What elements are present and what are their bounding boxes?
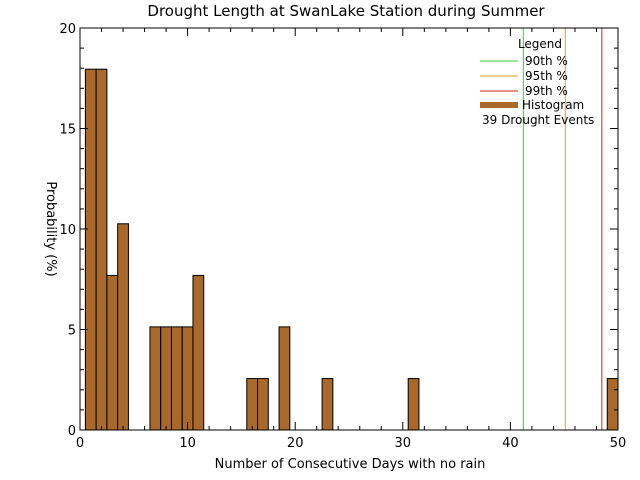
legend-title: Legend bbox=[518, 37, 562, 51]
histogram-bar-6 bbox=[170, 326, 183, 431]
x-tick-label: 20 bbox=[287, 436, 304, 451]
chart-title: Drought Length at SwanLake Station durin… bbox=[147, 2, 545, 20]
histogram-bar-5 bbox=[160, 326, 172, 431]
x-tick-label: 0 bbox=[76, 436, 84, 451]
legend-label-0: 90th % bbox=[525, 54, 568, 68]
legend-label-1: 95th % bbox=[525, 69, 568, 83]
legend: Legend 90th %95th %99th % Histogram 39 D… bbox=[480, 37, 594, 127]
legend-events-count: 39 Drought Events bbox=[482, 113, 594, 127]
histogram-bar-13 bbox=[407, 378, 420, 431]
axis-ticks: 0 10 20 30 40 50 0 5 10 15 20 bbox=[59, 22, 626, 451]
histogram-bar-8 bbox=[192, 274, 205, 431]
y-axis-label: Probability (%) bbox=[43, 181, 58, 276]
histogram-bar-3 bbox=[117, 223, 129, 431]
legend-label-2: 99th % bbox=[525, 84, 568, 98]
histogram-bar-7 bbox=[181, 326, 194, 431]
histogram-bar-11 bbox=[278, 326, 291, 431]
histogram-bar-9 bbox=[246, 378, 259, 431]
histogram-bar-0 bbox=[84, 68, 97, 431]
x-axis-label: Number of Consecutive Days with no rain bbox=[215, 457, 486, 472]
histogram-bar-4 bbox=[149, 326, 162, 431]
x-tick-label: 10 bbox=[179, 436, 196, 451]
histogram-bars bbox=[84, 68, 619, 431]
histogram-bar-10 bbox=[257, 378, 269, 431]
percentile-lines bbox=[522, 28, 603, 430]
histogram-bar-1 bbox=[95, 68, 108, 431]
x-tick-label: 40 bbox=[502, 436, 519, 451]
y-tick-label: 10 bbox=[59, 223, 76, 238]
histogram-bar-2 bbox=[106, 274, 119, 431]
x-tick-label: 50 bbox=[610, 436, 627, 451]
histogram-bar-14 bbox=[606, 378, 619, 431]
x-tick-label: 30 bbox=[395, 436, 412, 451]
y-tick-label: 20 bbox=[59, 22, 76, 37]
histogram-bar-12 bbox=[321, 378, 334, 431]
y-tick-label: 15 bbox=[59, 123, 76, 138]
legend-histogram-label: Histogram bbox=[522, 98, 584, 112]
legend-items: 90th %95th %99th % bbox=[480, 54, 568, 98]
y-tick-label: 5 bbox=[68, 324, 76, 339]
y-tick-label: 0 bbox=[68, 424, 76, 439]
